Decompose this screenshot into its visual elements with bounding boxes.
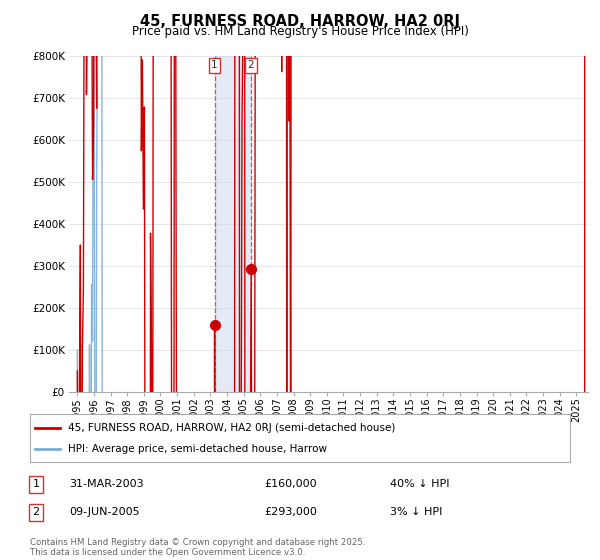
Text: 2: 2 [32, 507, 40, 517]
Text: 31-MAR-2003: 31-MAR-2003 [69, 479, 143, 489]
Text: 1: 1 [211, 60, 218, 70]
Text: £160,000: £160,000 [264, 479, 317, 489]
Text: 45, FURNESS ROAD, HARROW, HA2 0RJ: 45, FURNESS ROAD, HARROW, HA2 0RJ [140, 14, 460, 29]
Bar [215, 56, 251, 392]
Text: 45, FURNESS ROAD, HARROW, HA2 0RJ (semi-detached house): 45, FURNESS ROAD, HARROW, HA2 0RJ (semi-… [68, 423, 395, 433]
Text: 40% ↓ HPI: 40% ↓ HPI [390, 479, 449, 489]
Text: £293,000: £293,000 [264, 507, 317, 517]
Text: HPI: Average price, semi-detached house, Harrow: HPI: Average price, semi-detached house,… [68, 444, 327, 454]
Text: Price paid vs. HM Land Registry's House Price Index (HPI): Price paid vs. HM Land Registry's House … [131, 25, 469, 38]
Text: 2: 2 [248, 60, 254, 70]
Text: 1: 1 [32, 479, 40, 489]
Text: Contains HM Land Registry data © Crown copyright and database right 2025.
This d: Contains HM Land Registry data © Crown c… [30, 538, 365, 557]
Text: 3% ↓ HPI: 3% ↓ HPI [390, 507, 442, 517]
Text: 09-JUN-2005: 09-JUN-2005 [69, 507, 140, 517]
